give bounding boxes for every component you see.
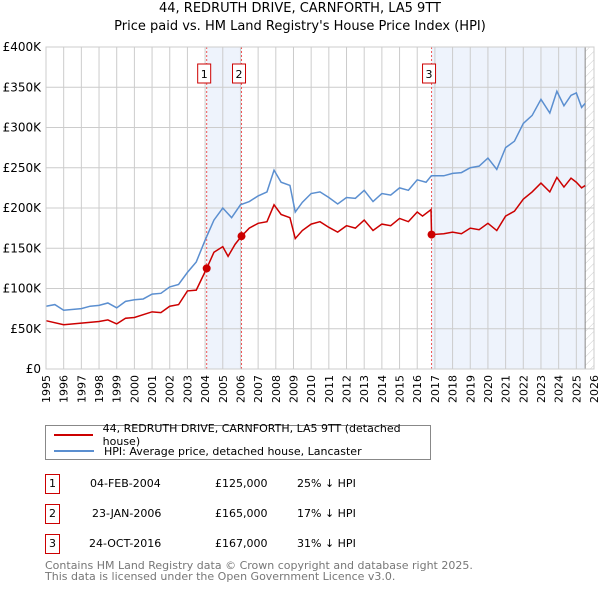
x-tick-label: 2003 — [181, 375, 194, 403]
y-tick-label: £50K — [10, 322, 42, 336]
x-tick-label: 2005 — [217, 375, 230, 403]
x-tick-label: 2006 — [234, 375, 247, 403]
sale-label: 1 — [201, 68, 208, 81]
sale-price: £125,000 — [215, 477, 268, 490]
plot-border — [45, 46, 595, 370]
sale-hpi-diff: 17% ↓ HPI — [297, 507, 356, 520]
sale-hpi-diff: 31% ↓ HPI — [297, 537, 356, 550]
x-tick-label: 2015 — [394, 375, 407, 403]
x-tick-label: 1998 — [93, 375, 106, 403]
sale-point — [427, 230, 436, 239]
x-tick-label: 2011 — [323, 375, 336, 403]
sale-date: 24-OCT-2016 — [89, 537, 162, 550]
x-tick-label: 2025 — [570, 375, 583, 403]
y-tick-label: £250K — [3, 161, 43, 175]
sale-marker-badge: 1 — [45, 474, 60, 494]
sale-date: 04-FEB-2004 — [90, 477, 161, 490]
x-tick-label: 2013 — [358, 375, 371, 403]
sale-point — [237, 232, 246, 241]
footer-copyright: Contains HM Land Registry data © Crown c… — [45, 559, 473, 572]
chart-title: 44, REDRUTH DRIVE, CARNFORTH, LA5 9TT — [159, 1, 441, 16]
y-tick-label: £200K — [3, 201, 43, 215]
x-tick-label: 2012 — [341, 375, 354, 403]
x-tick-label: 1999 — [111, 375, 124, 403]
footer-licence: This data is licensed under the Open Gov… — [45, 570, 396, 583]
x-tick-label: 2004 — [199, 375, 212, 403]
sale-label-box — [232, 63, 247, 84]
y-tick-label: £150K — [3, 241, 43, 255]
x-tick-label: 2023 — [535, 375, 548, 403]
x-tick-label: 2026 — [588, 375, 600, 403]
x-tick-label: 1997 — [75, 375, 88, 403]
x-tick-label: 2001 — [146, 375, 159, 403]
plot-area: 1995 1996 1997 1998 1999 2000 2001 2002 2003 2004… — [3, 40, 600, 403]
sale-hpi-diff: 25% ↓ HPI — [297, 477, 356, 490]
sale-date: 23-JAN-2006 — [92, 507, 162, 520]
x-tick-label: 2009 — [287, 375, 300, 403]
sale-label-box — [197, 63, 212, 84]
hpi-line — [45, 89, 586, 312]
x-tick-label: 2020 — [482, 375, 495, 403]
legend-swatch-blue — [54, 450, 94, 452]
x-tick-label: 2000 — [128, 375, 141, 403]
x-tick-label: 2017 — [429, 375, 442, 403]
x-tick-label: 1995 — [40, 375, 53, 403]
x-tick-label: 2019 — [464, 375, 477, 403]
legend-item-property: 44, REDRUTH DRIVE, CARNFORTH, LA5 9TT (d… — [54, 422, 430, 448]
sale-point — [202, 264, 211, 273]
x-tick-label: 2021 — [500, 375, 513, 403]
y-tick-label: £300K — [3, 121, 43, 135]
legend-item-hpi: HPI: Average price, detached house, Lanc… — [54, 443, 362, 459]
legend-label: 44, REDRUTH DRIVE, CARNFORTH, LA5 9TT (d… — [102, 422, 401, 448]
x-tick-label: 2014 — [376, 375, 389, 403]
sale-price: £167,000 — [215, 537, 268, 550]
y-tick-label: £0 — [26, 362, 41, 376]
property-price-line — [45, 175, 586, 326]
sale-label: 3 — [426, 68, 433, 81]
legend-swatch-red — [54, 434, 93, 436]
sale-row: 1 04-FEB-2004 £125,000 25% ↓ HPI — [45, 474, 465, 494]
y-tick-label: £350K — [3, 80, 43, 94]
sale-row: 2 23-JAN-2006 £165,000 17% ↓ HPI — [45, 504, 465, 524]
x-tick-label: 2007 — [252, 375, 265, 403]
sale-price: £165,000 — [215, 507, 268, 520]
x-tick-label: 1996 — [58, 375, 71, 403]
y-tick-label: £100K — [3, 282, 43, 296]
x-tick-label: 2024 — [553, 375, 566, 403]
y-tick-label: £400K — [3, 40, 43, 54]
legend: 44, REDRUTH DRIVE, CARNFORTH, LA5 9TT (d… — [45, 422, 431, 460]
sale-marker-badge: 2 — [45, 504, 60, 524]
sale-label: 2 — [236, 68, 243, 81]
x-tick-label: 2018 — [447, 375, 460, 403]
x-tick-label: 2010 — [305, 375, 318, 403]
sale-marker-badge: 3 — [45, 534, 60, 554]
x-tick-label: 2002 — [164, 375, 177, 403]
legend-label: HPI: Average price, detached house, Lanc… — [104, 444, 362, 458]
sale-row: 3 24-OCT-2016 £167,000 31% ↓ HPI — [45, 534, 465, 554]
chart-subtitle: Price paid vs. HM Land Registry's House … — [114, 19, 486, 34]
x-tick-label: 2022 — [517, 375, 530, 403]
sale-label-box — [422, 63, 437, 84]
x-tick-label: 2008 — [270, 375, 283, 403]
x-tick-label: 2016 — [411, 375, 424, 403]
